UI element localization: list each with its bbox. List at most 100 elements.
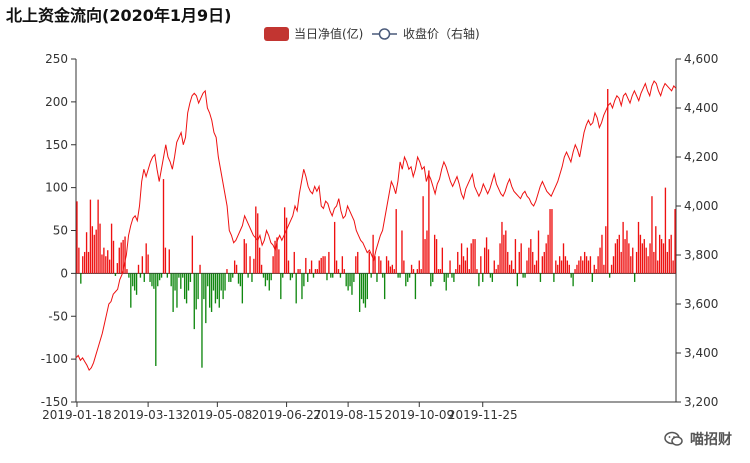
bar xyxy=(293,251,295,274)
axes: -150 -100 -50 0 50 100 150 200 250 3,200 3,400 3,60… xyxy=(41,52,719,422)
bar xyxy=(191,235,194,274)
bar xyxy=(605,226,607,274)
y-right-tick-label: 3,800 xyxy=(684,248,718,262)
bar xyxy=(251,273,253,282)
bar xyxy=(662,243,665,274)
bar xyxy=(585,256,588,274)
bar xyxy=(97,199,99,274)
bar xyxy=(178,273,180,278)
bar xyxy=(143,273,145,282)
bar xyxy=(580,256,582,274)
bar xyxy=(343,269,345,274)
bar xyxy=(120,242,122,274)
legend-line-label: 收盘价（右轴) xyxy=(403,26,480,41)
bar xyxy=(472,239,474,274)
bar xyxy=(189,273,192,282)
bar xyxy=(460,243,463,274)
y-left-tick-label: -100 xyxy=(41,352,68,366)
bar xyxy=(505,230,507,274)
bar xyxy=(324,256,326,274)
bar xyxy=(647,256,649,274)
bar xyxy=(145,243,147,274)
bar xyxy=(180,273,182,289)
bar xyxy=(660,239,663,274)
close-price-line xyxy=(75,80,677,372)
bar xyxy=(118,247,120,274)
bar xyxy=(501,221,503,274)
bar xyxy=(230,273,232,282)
bar xyxy=(633,273,636,282)
bar xyxy=(262,273,265,278)
bar xyxy=(643,239,645,274)
y-left-tick-label: 50 xyxy=(53,224,68,238)
y-right-tick-label: 3,400 xyxy=(684,346,718,360)
bar xyxy=(595,269,597,274)
bar xyxy=(385,256,388,274)
bar xyxy=(355,256,357,274)
bar xyxy=(437,269,440,274)
bar xyxy=(397,273,399,278)
bar xyxy=(620,251,622,274)
bar xyxy=(535,260,538,274)
bar xyxy=(157,273,159,287)
bar xyxy=(608,273,611,278)
bar xyxy=(201,273,203,368)
bar xyxy=(376,273,378,282)
bar xyxy=(158,273,161,281)
bar xyxy=(370,273,372,278)
bar xyxy=(235,264,238,274)
bar xyxy=(78,247,80,274)
bar xyxy=(551,209,553,274)
bar xyxy=(99,223,101,274)
bar xyxy=(497,264,499,274)
bar xyxy=(153,273,155,289)
bar xyxy=(591,273,594,282)
legend[interactable]: 当日净值(亿) 收盘价（右轴) xyxy=(264,26,480,41)
bar xyxy=(451,273,453,278)
bar xyxy=(272,256,274,274)
bar xyxy=(276,237,278,274)
bar xyxy=(222,273,224,300)
bar xyxy=(255,206,257,274)
bar xyxy=(412,269,415,274)
bar xyxy=(210,273,213,312)
bar xyxy=(653,251,655,274)
bar xyxy=(241,273,244,304)
bar xyxy=(322,256,324,274)
bar xyxy=(407,273,409,282)
bar xyxy=(162,179,165,274)
bar xyxy=(453,273,455,282)
watermark: 喵招财 xyxy=(664,429,732,449)
bar xyxy=(518,251,520,274)
bar xyxy=(522,273,524,278)
bar xyxy=(468,269,470,274)
bar xyxy=(308,269,311,274)
bar xyxy=(243,239,245,274)
bar xyxy=(260,264,263,274)
bar xyxy=(326,273,328,281)
bar xyxy=(630,256,632,274)
bar xyxy=(80,273,82,284)
bar xyxy=(107,250,109,274)
bar xyxy=(218,273,220,308)
bar xyxy=(76,201,78,274)
bar xyxy=(232,273,234,278)
bar xyxy=(280,273,282,300)
bar xyxy=(403,260,405,274)
bar xyxy=(614,243,617,274)
bar xyxy=(530,239,532,274)
bar xyxy=(637,221,640,274)
bar xyxy=(526,260,528,274)
y-left-tick-label: -150 xyxy=(41,395,68,409)
bar xyxy=(207,273,209,287)
bar xyxy=(553,273,555,282)
bar xyxy=(560,260,563,274)
bar xyxy=(368,251,370,274)
bar xyxy=(82,256,84,274)
bar xyxy=(360,273,363,300)
bar xyxy=(330,273,332,278)
bar xyxy=(176,273,178,308)
chart-title: 北上资金流向(2020年1月9日) xyxy=(6,6,232,25)
bar xyxy=(364,273,367,308)
bar xyxy=(537,230,540,274)
